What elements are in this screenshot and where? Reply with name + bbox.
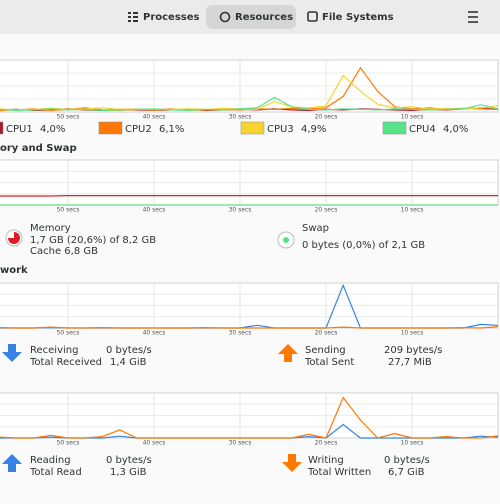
swap-label: Swap <box>302 223 329 234</box>
section-heading: ory and Swap <box>0 143 77 154</box>
legend-name: CPU3 <box>267 124 294 135</box>
section-heading: work <box>0 265 28 276</box>
label: Writing <box>308 455 344 466</box>
x-tick-label: 40 secs <box>143 440 166 447</box>
value: 1,3 GiB <box>110 467 147 478</box>
legend-name: CPU2 <box>125 124 152 135</box>
x-tick-label: 40 secs <box>143 330 166 337</box>
x-tick-label: 10 secs <box>401 330 424 337</box>
memory-detail: 1,7 GB (20,6%) of 8,2 GB <box>30 235 156 246</box>
x-tick-label: 50 secs <box>57 330 80 337</box>
x-tick-label: 10 secs <box>401 114 424 121</box>
legend-swatch <box>99 122 122 134</box>
label: Reading <box>30 455 71 466</box>
legend-value: 4,0% <box>443 124 468 135</box>
processes-icon <box>128 12 138 22</box>
value: 0 bytes/s <box>106 455 152 466</box>
swap-detail: 0 bytes (0,0%) of 2,1 GB <box>302 240 425 251</box>
x-tick-label: 20 secs <box>315 330 338 337</box>
tab[interactable]: Processes <box>143 12 200 23</box>
legend-swatch <box>0 122 3 134</box>
x-tick-label: 50 secs <box>57 207 80 214</box>
x-tick-label: 50 secs <box>57 114 80 121</box>
receive-arrow <box>2 344 22 362</box>
memory-cache: Cache 6,8 GB <box>30 246 98 257</box>
x-tick-label: 30 secs <box>229 207 252 214</box>
write-arrow <box>282 454 302 472</box>
legend-value: 6,1% <box>159 124 184 135</box>
label: Total Written <box>307 467 371 478</box>
legend-swatch <box>383 122 406 134</box>
swap-icon <box>278 232 294 248</box>
value: 0 bytes/s <box>106 345 152 356</box>
legend-value: 4,9% <box>301 124 326 135</box>
x-tick-label: 50 secs <box>57 440 80 447</box>
tab[interactable]: Resources <box>235 12 293 23</box>
x-tick-label: 20 secs <box>315 114 338 121</box>
x-tick-label: 40 secs <box>143 207 166 214</box>
x-tick-label: 20 secs <box>315 207 338 214</box>
value: 6,7 GiB <box>388 467 425 478</box>
x-tick-label: 20 secs <box>315 440 338 447</box>
memory-label: Memory <box>30 223 71 234</box>
legend-name: CPU4 <box>409 124 436 135</box>
label: Total Sent <box>304 357 354 368</box>
memory-icon <box>6 230 22 246</box>
tab[interactable]: File Systems <box>322 12 394 23</box>
send-arrow <box>278 344 298 362</box>
label: Receiving <box>30 345 78 356</box>
legend-swatch <box>241 122 264 134</box>
label: Total Read <box>29 467 82 478</box>
value: 209 bytes/s <box>384 345 442 356</box>
value: 27,7 MiB <box>388 357 432 368</box>
x-tick-label: 10 secs <box>401 440 424 447</box>
x-tick-label: 30 secs <box>229 114 252 121</box>
legend-value: 4,0% <box>40 124 65 135</box>
value: 1,4 GiB <box>110 357 147 368</box>
x-tick-label: 30 secs <box>229 440 252 447</box>
x-tick-label: 10 secs <box>401 207 424 214</box>
value: 0 bytes/s <box>384 455 430 466</box>
label: Sending <box>305 345 346 356</box>
read-arrow <box>2 454 22 472</box>
x-tick-label: 30 secs <box>229 330 252 337</box>
x-tick-label: 40 secs <box>143 114 166 121</box>
legend-name: CPU1 <box>6 124 33 135</box>
label: Total Received <box>29 357 102 368</box>
